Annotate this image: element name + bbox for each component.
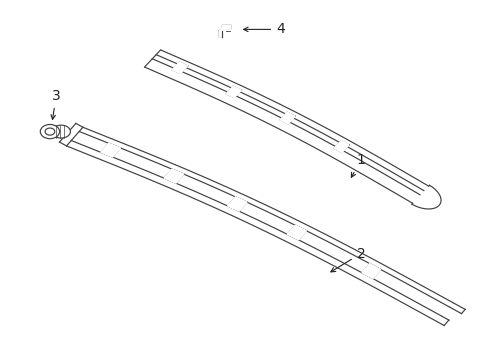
- Polygon shape: [225, 86, 241, 98]
- Polygon shape: [280, 112, 295, 124]
- Polygon shape: [286, 225, 306, 240]
- Polygon shape: [164, 169, 183, 183]
- Polygon shape: [333, 141, 348, 153]
- Polygon shape: [172, 62, 187, 73]
- Circle shape: [45, 128, 55, 135]
- Text: 1: 1: [350, 153, 365, 177]
- Polygon shape: [361, 264, 380, 279]
- Text: 3: 3: [51, 89, 61, 120]
- Polygon shape: [219, 25, 230, 37]
- Polygon shape: [227, 197, 246, 211]
- Text: 4: 4: [243, 22, 285, 36]
- Text: 2: 2: [330, 247, 365, 272]
- Ellipse shape: [52, 125, 70, 138]
- Polygon shape: [101, 143, 121, 157]
- Circle shape: [40, 125, 60, 139]
